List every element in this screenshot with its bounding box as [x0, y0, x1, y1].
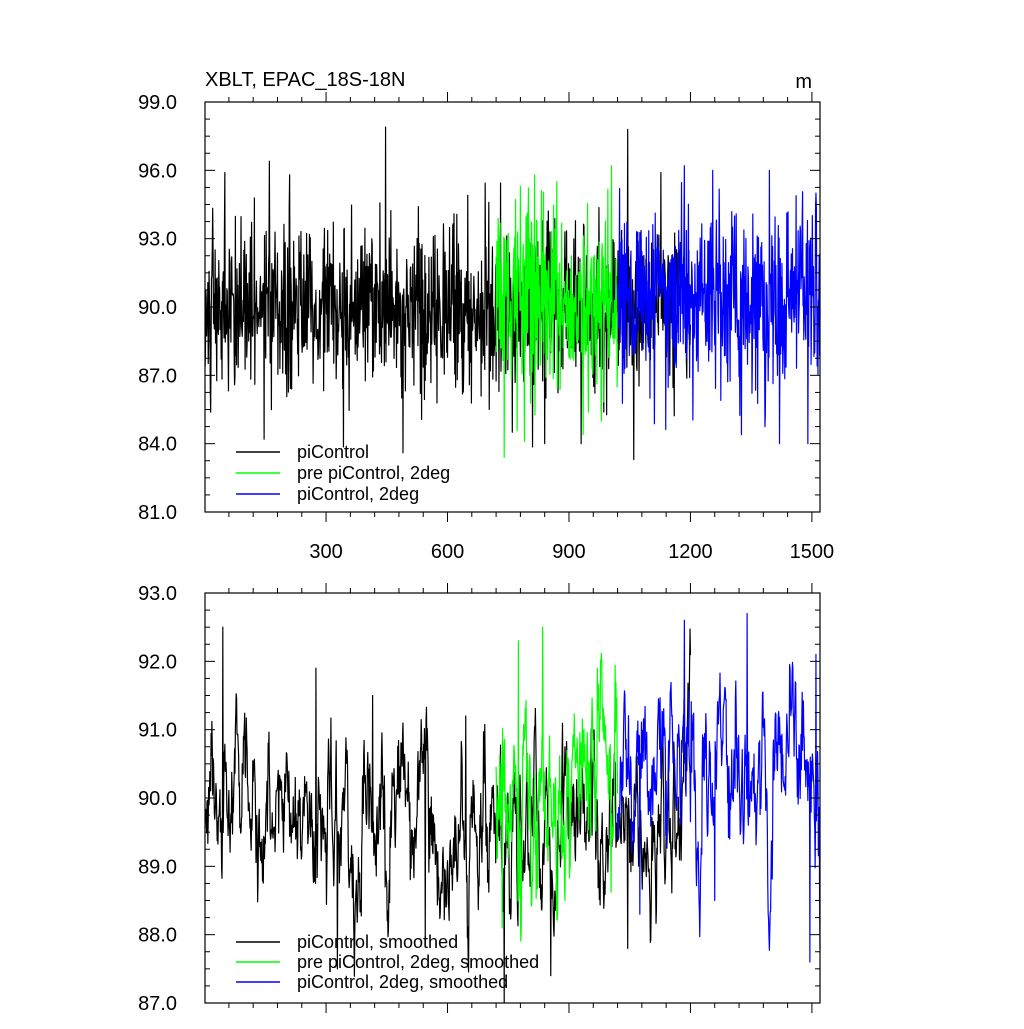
- legend-label: pre piControl, 2deg, smoothed: [297, 952, 539, 972]
- series-line-picontrol-2deg-smoothed: [616, 612, 821, 963]
- bottom-chart: 87.0 88.0 89.0 90.0 91.0 92.0 93.0 piControl, s…: [138, 583, 821, 1015]
- legend-label: pre piControl, 2deg: [297, 463, 450, 483]
- y-tick-label: 99.0: [138, 92, 177, 114]
- y-tick-label: 84.0: [138, 434, 177, 456]
- y-tick-label: 90.0: [138, 297, 177, 319]
- y-tick-label: 93.0: [138, 583, 177, 605]
- series-line-picontrol-2deg: [616, 165, 821, 445]
- units-label: m: [795, 71, 812, 93]
- y-tick-label: 89.0: [138, 856, 177, 878]
- y-tick-label: 96.0: [138, 160, 177, 182]
- y-tick-label: 87.0: [138, 993, 177, 1015]
- legend-label: piControl, 2deg: [297, 484, 419, 504]
- y-tick-label: 91.0: [138, 720, 177, 742]
- top-chart: 81.0 84.0 87.0 90.0 93.0 96.0 99.0 300 600 900 120…: [138, 69, 834, 563]
- legend-label: piControl: [297, 442, 369, 462]
- y-tick-label: 87.0: [138, 365, 177, 387]
- series-group: [204, 612, 821, 1004]
- y-tick-label: 81.0: [138, 502, 177, 524]
- chart-title: XBLT, EPAC_18S-18N: [205, 69, 405, 91]
- legend-label: piControl, smoothed: [297, 932, 458, 952]
- x-tick-label: 1500: [790, 541, 835, 563]
- series-group: [204, 126, 821, 461]
- x-tick-label: 900: [552, 541, 585, 563]
- y-tick-label: 90.0: [138, 788, 177, 810]
- x-tick-label: 600: [431, 541, 464, 563]
- y-tick-label: 88.0: [138, 925, 177, 947]
- y-tick-label: 92.0: [138, 651, 177, 673]
- x-tick-label: 1200: [668, 541, 713, 563]
- y-tick-label: 93.0: [138, 229, 177, 251]
- series-line-picontrol-smoothed: [204, 626, 692, 1004]
- x-tick-label: 300: [309, 541, 342, 563]
- legend-label: piControl, 2deg, smoothed: [297, 972, 508, 992]
- series-line-pre-picontrol-2deg: [495, 165, 619, 458]
- series-line-pre-picontrol-2deg-smoothed: [495, 626, 619, 942]
